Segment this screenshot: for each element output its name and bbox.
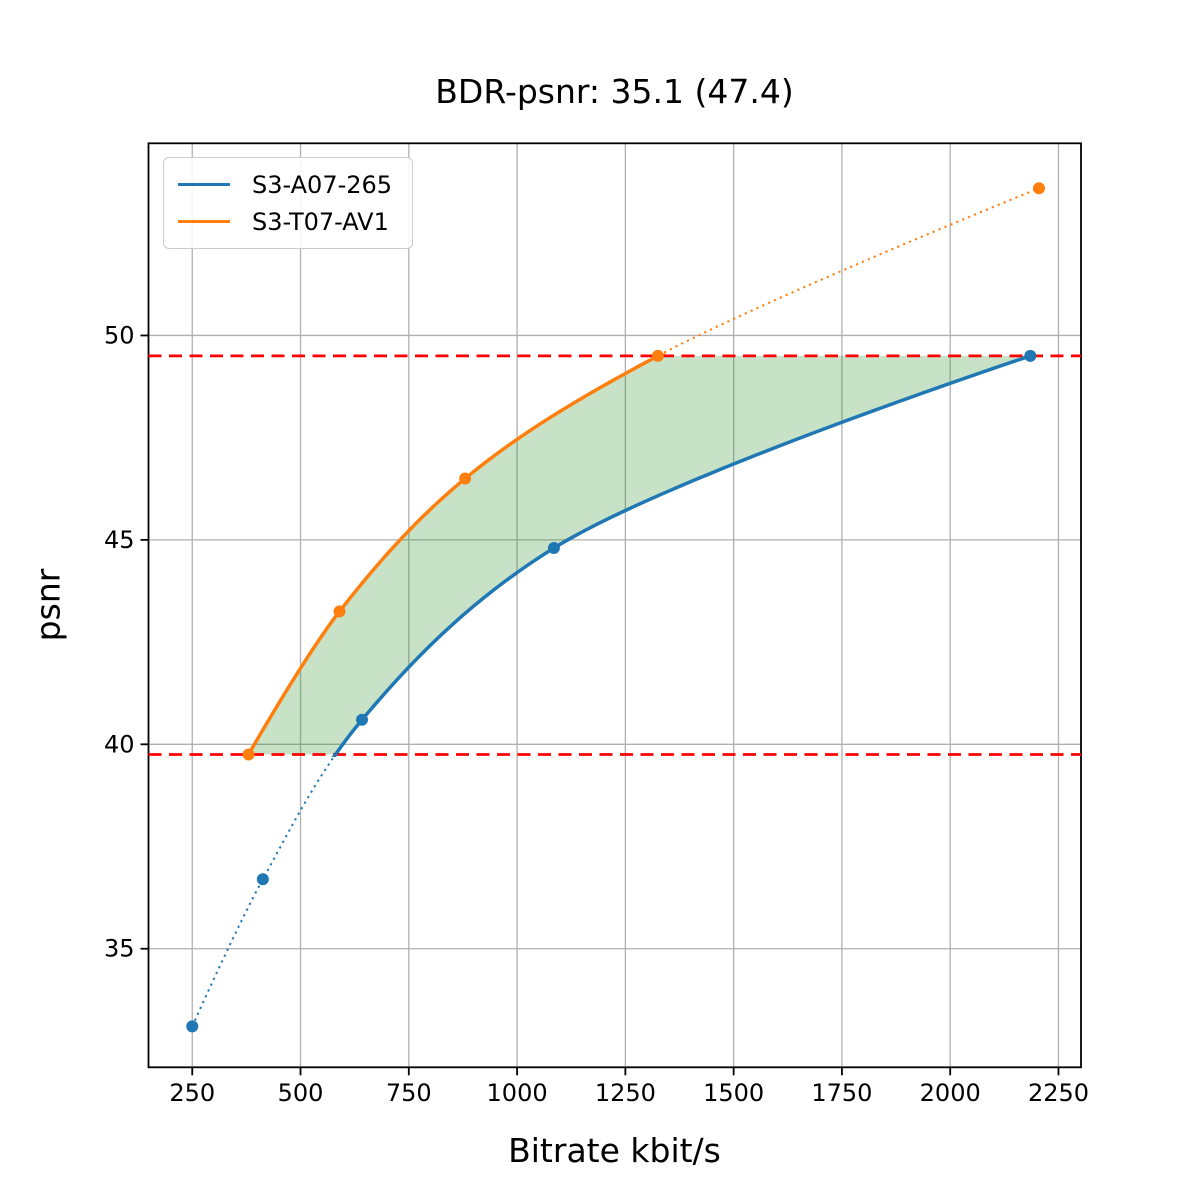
plot-border	[147, 142, 1082, 1069]
x-axis-label: Bitrate kbit/s	[508, 1131, 721, 1170]
data-point-marker	[547, 542, 560, 555]
legend-label: S3-A07-265	[252, 170, 393, 199]
y-tick-label: 45	[104, 526, 135, 554]
y-axis-label: psnr	[28, 568, 68, 642]
x-tick-label: 2250	[1028, 1079, 1089, 1107]
data-point-marker	[256, 873, 269, 886]
data-point-marker	[651, 349, 664, 362]
data-point-marker	[1032, 182, 1045, 195]
x-tick-label: 1250	[595, 1079, 656, 1107]
legend-item-s3-t07-av1: S3-T07-AV1	[178, 203, 392, 240]
legend-line-swatch-blue	[178, 182, 230, 187]
x-tick-label: 1000	[487, 1079, 548, 1107]
legend-label: S3-T07-AV1	[252, 207, 389, 236]
bd-fill-region	[248, 355, 1031, 755]
x-tick-label: 2000	[920, 1079, 981, 1107]
x-tick-label: 500	[278, 1079, 324, 1107]
data-point-marker	[333, 605, 346, 618]
data-point-marker	[242, 748, 255, 761]
x-tick-label: 750	[386, 1079, 432, 1107]
y-tick-label: 40	[104, 730, 135, 758]
x-tick-label: 1750	[811, 1079, 872, 1107]
legend-line-swatch-orange	[178, 219, 230, 224]
data-point-marker	[186, 1020, 199, 1033]
legend: S3-A07-265 S3-T07-AV1	[163, 157, 414, 249]
data-point-marker	[1024, 349, 1037, 362]
x-tick-label: 1500	[703, 1079, 764, 1107]
chart-title: BDR-psnr: 35.1 (47.4)	[435, 72, 794, 111]
data-point-marker	[459, 472, 472, 485]
data-point-marker	[356, 713, 369, 726]
y-tick-label: 50	[104, 321, 135, 349]
legend-item-s3-a07-265: S3-A07-265	[178, 166, 392, 203]
y-tick-label: 35	[104, 935, 135, 963]
x-tick-label: 250	[169, 1079, 215, 1107]
